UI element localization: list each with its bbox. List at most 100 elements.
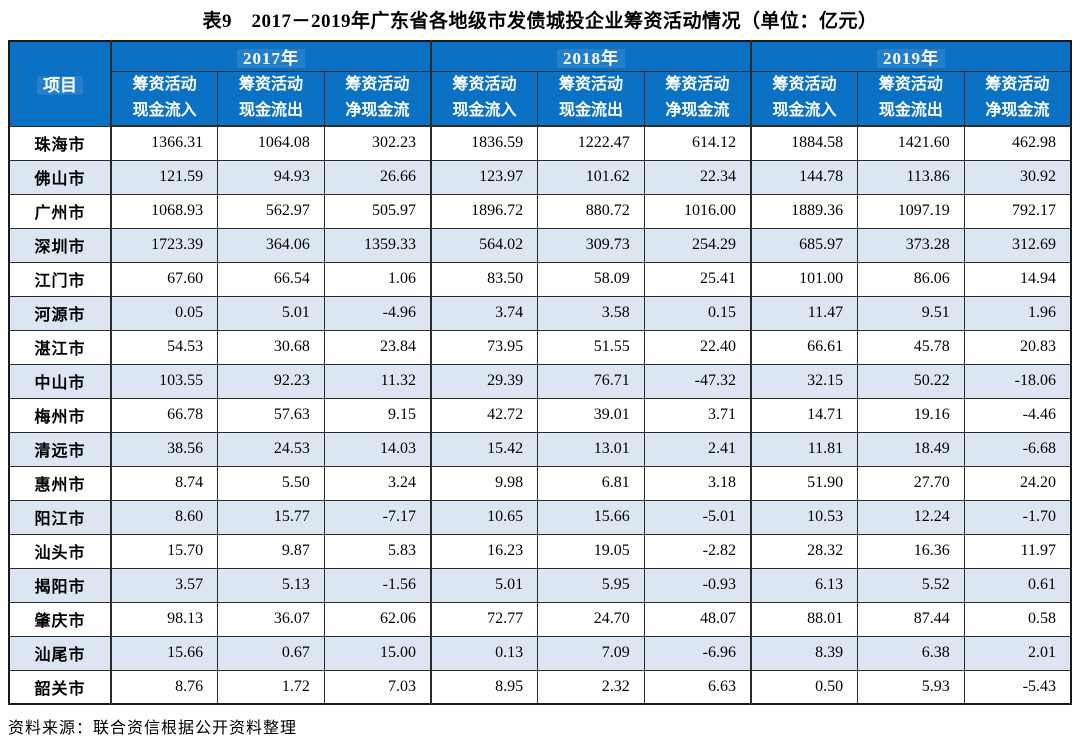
year-header-2018: 2018年 <box>429 40 752 72</box>
value-cell: 1068.93 <box>110 193 219 229</box>
value-cell: 1896.72 <box>429 193 539 229</box>
table-row: 江门市 67.60 66.54 1.06 83.50 58.09 25.41 101.00 86… <box>8 261 1072 297</box>
value-cell: 11.47 <box>749 295 859 331</box>
value-cell: 1222.47 <box>537 125 645 161</box>
value-cell: 2.01 <box>963 635 1072 671</box>
value-cell: -1.56 <box>323 567 432 603</box>
value-cell: 0.05 <box>110 295 219 331</box>
city-cell: 肇庆市 <box>8 601 112 637</box>
value-cell: 1359.33 <box>323 227 432 263</box>
value-cell: 12.24 <box>857 499 965 535</box>
value-cell: 880.72 <box>537 193 645 229</box>
value-cell: 51.55 <box>537 329 645 365</box>
table-row: 清远市 38.56 24.53 14.03 15.42 13.01 2.41 11.81 18.… <box>8 431 1072 467</box>
table-row: 中山市 103.55 92.23 11.32 29.39 76.71 -47.32 32.15… <box>8 363 1072 399</box>
value-cell: 86.06 <box>857 261 965 297</box>
table-row: 广州市 1068.93 562.97 505.97 1896.72 880.72 1016.… <box>8 193 1072 229</box>
value-cell: 13.01 <box>537 431 645 467</box>
value-cell: 0.50 <box>749 669 859 705</box>
value-cell: 3.71 <box>643 397 752 433</box>
value-cell: -2.82 <box>643 533 752 569</box>
value-cell: 24.53 <box>217 431 325 467</box>
value-cell: 11.81 <box>749 431 859 467</box>
sub-header-2017-outflow: 筹资活动 现金流出 <box>217 70 325 127</box>
sub-header-2019-inflow: 筹资活动 现金流入 <box>749 70 859 127</box>
value-cell: 87.44 <box>857 601 965 637</box>
value-cell: 121.59 <box>110 159 219 195</box>
value-cell: 254.29 <box>643 227 752 263</box>
value-cell: 6.63 <box>643 669 752 705</box>
value-cell: 5.95 <box>537 567 645 603</box>
city-cell: 阳江市 <box>8 499 112 535</box>
value-cell: 45.78 <box>857 329 965 365</box>
value-cell: 562.97 <box>217 193 325 229</box>
value-cell: 2.32 <box>537 669 645 705</box>
value-cell: 144.78 <box>749 159 859 195</box>
value-cell: 1.96 <box>963 295 1072 331</box>
value-cell: 14.71 <box>749 397 859 433</box>
value-cell: 48.07 <box>643 601 752 637</box>
value-cell: 5.83 <box>323 533 432 569</box>
table-row: 珠海市 1366.31 1064.08 302.23 1836.59 1222.47 614… <box>8 125 1072 161</box>
value-cell: 6.38 <box>857 635 965 671</box>
value-cell: 7.03 <box>323 669 432 705</box>
value-cell: 15.70 <box>110 533 219 569</box>
value-cell: 1366.31 <box>110 125 219 161</box>
value-cell: 0.61 <box>963 567 1072 603</box>
table-row: 韶关市 8.76 1.72 7.03 8.95 2.32 6.63 0.50 5.93 -5.43 <box>8 669 1072 705</box>
value-cell: -18.06 <box>963 363 1072 399</box>
sub-header-2018-inflow: 筹资活动 现金流入 <box>429 70 539 127</box>
value-cell: 94.93 <box>217 159 325 195</box>
year-header-2018-label: 2018年 <box>556 48 625 68</box>
value-cell: 27.70 <box>857 465 965 501</box>
value-cell: 62.06 <box>323 601 432 637</box>
value-cell: 1723.39 <box>110 227 219 263</box>
value-cell: 1.06 <box>323 261 432 297</box>
value-cell: 15.00 <box>323 635 432 671</box>
sub-header-2018-net: 筹资活动 净现金流 <box>643 70 752 127</box>
value-cell: 16.36 <box>857 533 965 569</box>
value-cell: 19.05 <box>537 533 645 569</box>
table-row: 阳江市 8.60 15.77 -7.17 10.65 15.66 -5.01 10.53 12.… <box>8 499 1072 535</box>
city-cell: 惠州市 <box>8 465 112 501</box>
value-cell: 66.61 <box>749 329 859 365</box>
table-row: 揭阳市 3.57 5.13 -1.56 5.01 5.95 -0.93 6.13 5.52 0.6… <box>8 567 1072 603</box>
table-row: 汕头市 15.70 9.87 5.83 16.23 19.05 -2.82 28.32 16.3… <box>8 533 1072 569</box>
value-cell: 7.09 <box>537 635 645 671</box>
city-cell: 佛山市 <box>8 159 112 195</box>
value-cell: 15.66 <box>537 499 645 535</box>
value-cell: 54.53 <box>110 329 219 365</box>
value-cell: -6.96 <box>643 635 752 671</box>
value-cell: 5.52 <box>857 567 965 603</box>
item-column-header-label: 项目 <box>37 76 83 96</box>
value-cell: 8.60 <box>110 499 219 535</box>
item-column-header: 项目 <box>8 40 112 127</box>
value-cell: 9.15 <box>323 397 432 433</box>
city-cell: 江门市 <box>8 261 112 297</box>
value-cell: 1884.58 <box>749 125 859 161</box>
table-row: 深圳市 1723.39 364.06 1359.33 564.02 309.73 254.2… <box>8 227 1072 263</box>
value-cell: 9.87 <box>217 533 325 569</box>
value-cell: 505.97 <box>323 193 432 229</box>
value-cell: 58.09 <box>537 261 645 297</box>
table-body: 珠海市 1366.31 1064.08 302.23 1836.59 1222.47 614… <box>8 125 1072 705</box>
value-cell: 5.01 <box>217 295 325 331</box>
value-cell: 1836.59 <box>429 125 539 161</box>
value-cell: 16.23 <box>429 533 539 569</box>
value-cell: 373.28 <box>857 227 965 263</box>
table-row: 汕尾市 15.66 0.67 15.00 0.13 7.09 -6.96 8.39 6.38 2.… <box>8 635 1072 671</box>
value-cell: 9.51 <box>857 295 965 331</box>
value-cell: 51.90 <box>749 465 859 501</box>
value-cell: 0.13 <box>429 635 539 671</box>
value-cell: 10.53 <box>749 499 859 535</box>
sub-header-2019-net: 筹资活动 净现金流 <box>963 70 1072 127</box>
value-cell: 50.22 <box>857 363 965 399</box>
value-cell: 1064.08 <box>217 125 325 161</box>
value-cell: 113.86 <box>857 159 965 195</box>
table-row: 肇庆市 98.13 36.07 62.06 72.77 24.70 48.07 88.01 87… <box>8 601 1072 637</box>
value-cell: 15.66 <box>110 635 219 671</box>
value-cell: 6.13 <box>749 567 859 603</box>
value-cell: 67.60 <box>110 261 219 297</box>
value-cell: 123.97 <box>429 159 539 195</box>
table-header: 项目 2017年 2018年 2019年 筹资活动 现金流入 筹资活动 现金流出… <box>8 40 1072 127</box>
